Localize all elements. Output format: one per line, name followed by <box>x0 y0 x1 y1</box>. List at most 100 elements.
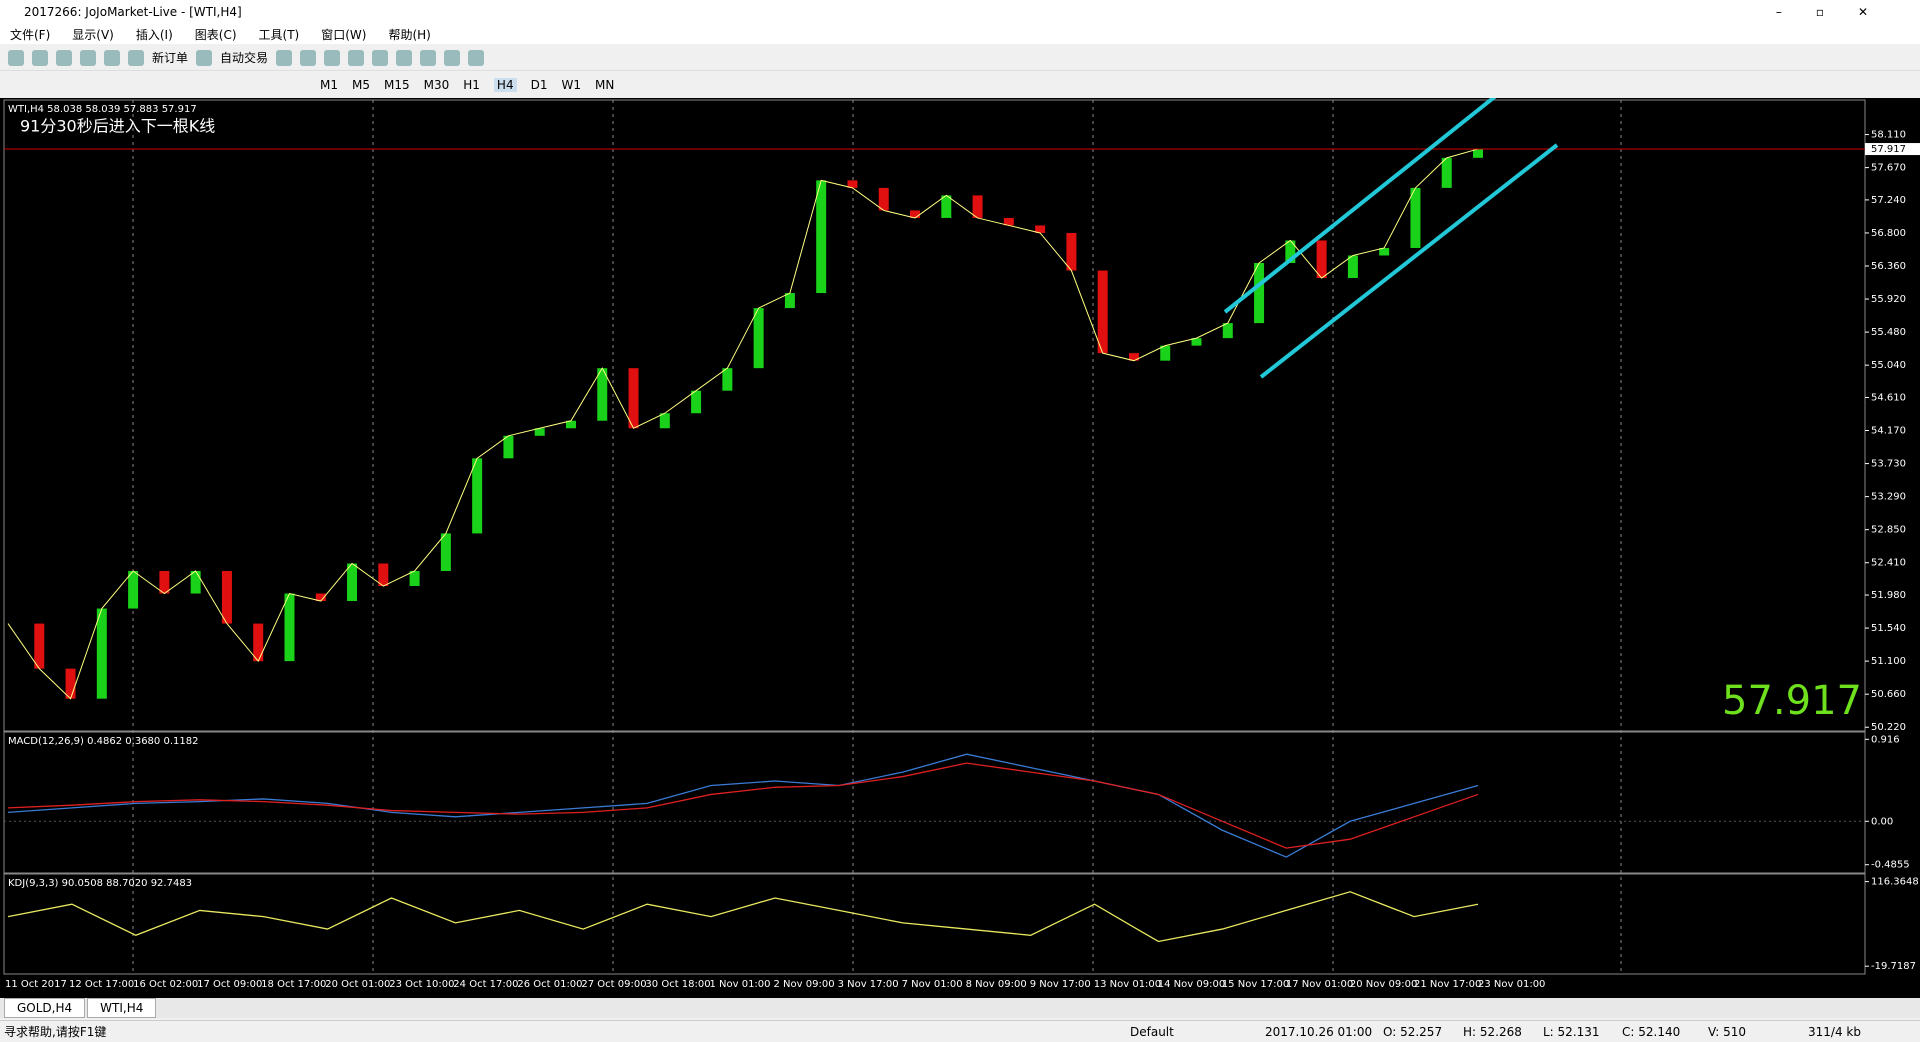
last-price-label: 57.917 <box>1871 144 1906 155</box>
candle <box>440 533 451 571</box>
y-tick-label: 50.220 <box>1871 722 1906 733</box>
timeframe-button[interactable]: M15 <box>384 78 410 92</box>
candle <box>347 563 358 602</box>
y-tick-label: 55.920 <box>1871 294 1906 305</box>
candle <box>1347 255 1358 279</box>
y-tick-label: 0.00 <box>1871 816 1893 827</box>
timeframe-button[interactable]: W1 <box>561 78 581 92</box>
timeframe-button[interactable]: D1 <box>530 78 548 92</box>
timeframe-button[interactable]: M30 <box>423 78 450 92</box>
chart-tab[interactable]: GOLD,H4 <box>4 998 86 1018</box>
status-close: C: 52.140 <box>1622 1024 1681 1039</box>
status-high: H: 52.268 <box>1463 1024 1522 1039</box>
indicator-line <box>7 762 1479 849</box>
status-low: L: 52.131 <box>1543 1024 1600 1039</box>
candle <box>847 180 858 188</box>
timeframe-button[interactable]: H4 <box>493 78 517 92</box>
candle <box>1191 338 1202 346</box>
x-tick-label: 27 Oct 09:00 <box>581 979 646 990</box>
menu-bar: 文件(F) 显示(V) 插入(I) 图表(C) 工具(T) 窗口(W) 帮助(H) <box>0 24 1920 44</box>
status-bar: 寻求帮助,请按F1键 Default 2017.10.26 01:00 O: 5… <box>0 1020 1920 1042</box>
candle <box>221 570 232 624</box>
last-price-marker <box>1865 143 1920 156</box>
timeframe-button[interactable]: H1 <box>463 78 480 92</box>
y-tick-label: -19.7187 <box>1871 961 1916 972</box>
candle <box>1128 353 1139 361</box>
panel-header: WTI,H4 58.038 58.039 57.883 57.917 <box>8 104 197 115</box>
candle <box>1222 323 1233 339</box>
x-tick-label: 20 Nov 09:00 <box>1350 979 1417 990</box>
status-volume: V: 510 <box>1708 1024 1746 1039</box>
indicator-line <box>7 753 1479 858</box>
menu-item[interactable]: 图表(C) <box>194 27 237 42</box>
candle <box>378 563 389 587</box>
menu-item[interactable]: 窗口(W) <box>321 27 367 42</box>
y-tick-label: 56.360 <box>1871 261 1906 272</box>
candle <box>34 623 45 669</box>
candle <box>503 435 514 459</box>
y-tick-label: 52.850 <box>1871 525 1906 536</box>
candle <box>1035 225 1046 233</box>
y-tick-label: 50.660 <box>1871 689 1906 700</box>
x-tick-label: 23 Oct 10:00 <box>389 979 454 990</box>
candle <box>96 608 107 699</box>
candle <box>597 368 608 421</box>
candle <box>691 390 702 414</box>
menu-item[interactable]: 插入(I) <box>135 27 173 42</box>
x-tick-label: 17 Nov 01:00 <box>1286 979 1353 990</box>
y-tick-label: -0.4855 <box>1871 860 1910 871</box>
y-tick-label: 116.3648 <box>1871 877 1919 888</box>
candle <box>534 428 545 436</box>
x-tick-label: 16 Oct 02:00 <box>133 979 198 990</box>
y-tick-label: 57.670 <box>1871 163 1906 174</box>
timeframe-button[interactable]: M5 <box>352 78 370 92</box>
candle <box>1441 157 1452 188</box>
window-title: 2017266: JoJoMarket-Live - [WTI,H4] <box>24 5 242 19</box>
window-controls[interactable]: –▫✕ <box>1775 5 1902 19</box>
menu-item[interactable]: 帮助(H) <box>388 27 431 42</box>
candle <box>972 195 983 218</box>
status-time: 2017.10.26 01:00 <box>1265 1024 1373 1039</box>
candle <box>1097 270 1108 354</box>
y-tick-label: 53.730 <box>1871 459 1906 470</box>
x-tick-label: 11 Oct 2017 <box>5 979 67 990</box>
chart-tabs: GOLD,H4 WTI,H4 <box>0 998 1920 1018</box>
y-tick-label: 51.980 <box>1871 590 1906 601</box>
new-order-button[interactable]: 新订单 <box>152 51 189 65</box>
timeframe-button[interactable]: M1 <box>320 78 338 92</box>
candle <box>910 210 921 218</box>
x-tick-label: 23 Nov 01:00 <box>1478 979 1545 990</box>
timeframe-button[interactable]: MN <box>594 78 615 92</box>
trend-arrow <box>1259 143 1559 379</box>
chart-tab[interactable]: WTI,H4 <box>87 998 157 1018</box>
indicator-line <box>7 891 1479 943</box>
trend-arrow <box>1223 98 1497 314</box>
status-open: O: 52.257 <box>1383 1024 1443 1039</box>
countdown: 91分30秒后进入下一根K线 <box>20 117 215 136</box>
x-tick-label: 1 Nov 01:00 <box>709 979 770 990</box>
title-bar: 2017266: JoJoMarket-Live - [WTI,H4] –▫✕ <box>0 0 1920 24</box>
candle <box>565 420 576 429</box>
x-tick-label: 2 Nov 09:00 <box>774 979 835 990</box>
x-tick-label: 12 Oct 17:00 <box>69 979 134 990</box>
x-tick-label: 17 Oct 09:00 <box>197 979 262 990</box>
x-tick-label: 30 Oct 18:00 <box>645 979 710 990</box>
candle <box>1285 240 1296 264</box>
candle <box>941 195 952 218</box>
menu-item[interactable]: 工具(T) <box>258 27 300 42</box>
candle <box>190 570 201 594</box>
timeframe-toolbar: M1 M5 M15 M30 H1 H4 D1 W1 MN <box>0 73 1920 97</box>
candle <box>816 180 827 294</box>
y-tick-label: 52.410 <box>1871 558 1906 569</box>
candle <box>784 293 795 309</box>
candle <box>1316 240 1327 279</box>
y-tick-label: 0.916 <box>1871 734 1900 745</box>
menu-item[interactable]: 文件(F) <box>10 27 51 42</box>
y-tick-label: 55.040 <box>1871 360 1906 371</box>
candle <box>878 187 889 211</box>
status-traffic: 311/4 kb <box>1808 1024 1861 1039</box>
auto-trading-button[interactable]: 自动交易 <box>220 51 269 65</box>
x-tick-label: 15 Nov 17:00 <box>1222 979 1289 990</box>
menu-item[interactable]: 显示(V) <box>72 27 114 42</box>
